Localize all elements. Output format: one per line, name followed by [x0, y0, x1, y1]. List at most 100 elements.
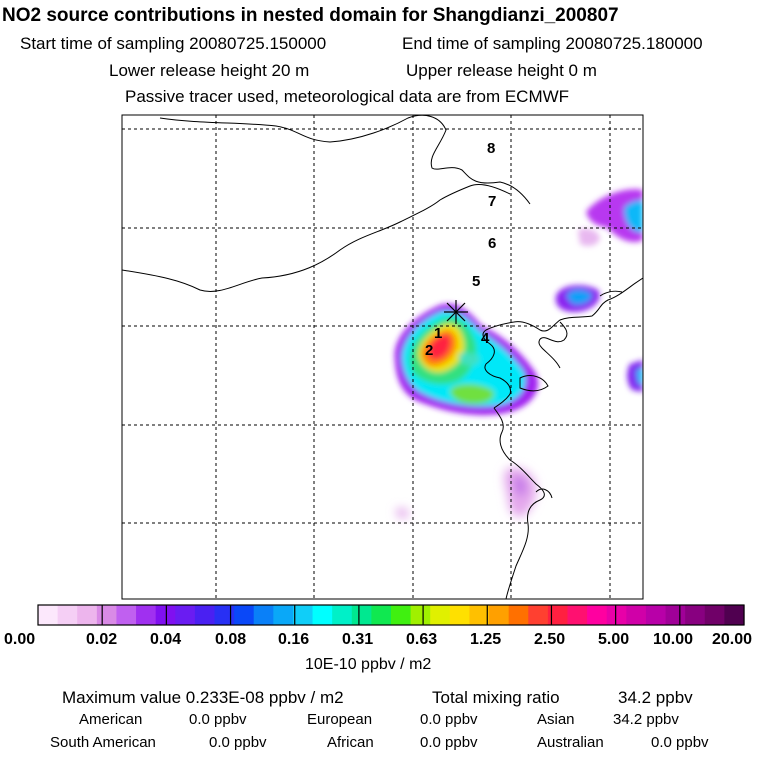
- colorbar-cell: [469, 605, 490, 625]
- colorbar-tick-label: 0.02: [86, 631, 118, 648]
- colorbar-tick-label: 2.50: [534, 631, 566, 648]
- map-frame: [121, 114, 644, 600]
- lower-release-height-label: Lower release height 20 m: [109, 61, 310, 80]
- colorbar-cell: [312, 605, 333, 625]
- patch-ne-2: [578, 228, 600, 246]
- colorbar-cell: [116, 605, 137, 625]
- colorbar-tick-label: 0.16: [278, 631, 310, 648]
- track-point-label: 6: [488, 235, 496, 252]
- colorbar-tick-label: 0.63: [406, 631, 438, 648]
- plume-red: [428, 334, 451, 360]
- colorbar-cell: [253, 605, 274, 625]
- total-mixing-ratio-label: Total mixing ratio: [432, 688, 560, 707]
- colorbar-cell: [606, 605, 627, 625]
- colorbar-cell: [704, 605, 725, 625]
- colorbar-unit: 10E-10 ppbv / m2: [305, 656, 432, 673]
- region-value: 0.0 ppbv: [189, 711, 247, 728]
- region-name: Asian: [537, 711, 575, 728]
- track-point-label: 4: [481, 330, 490, 347]
- tracer-note: Passive tracer used, meteorological data…: [125, 87, 570, 106]
- page-title: NO2 source contributions in nested domai…: [2, 5, 619, 26]
- region-name: Australian: [537, 734, 604, 751]
- colorbar-tick-label: 0.08: [215, 631, 247, 648]
- colorbar-cell: [724, 605, 745, 625]
- colorbar-tick-label: 20.00: [712, 631, 753, 648]
- region-value: 0.0 ppbv: [209, 734, 267, 751]
- coastline-south: [493, 407, 545, 599]
- colorbar-cell: [136, 605, 157, 625]
- station-marker-icon: [444, 300, 468, 324]
- track-point-label: 1: [434, 325, 442, 342]
- colorbar-cell: [234, 605, 255, 625]
- colorbar-cell: [567, 605, 588, 625]
- colorbar-tick-label: 5.00: [598, 631, 630, 648]
- patch-sw-1: [396, 508, 409, 518]
- colorbar-cell: [508, 605, 529, 625]
- patch-s-1-core: [514, 475, 526, 496]
- colorbar-cell: [528, 605, 549, 625]
- colorbar-cell: [626, 605, 647, 625]
- plume-teal-lobe: [458, 352, 480, 366]
- track-point-label: 5: [472, 273, 480, 290]
- grid-lines: [122, 115, 643, 599]
- colorbar-cell: [57, 605, 78, 625]
- colorbar-tick-label: 0.31: [342, 631, 374, 648]
- colorbar-ticks: [101, 605, 681, 625]
- region-value: 0.0 ppbv: [420, 711, 478, 728]
- maximum-value-label: Maximum value 0.233E-08 ppbv / m2: [62, 688, 344, 707]
- patch-ne-1-core: [624, 200, 643, 233]
- upper-release-height-label: Upper release height 0 m: [406, 61, 597, 80]
- colorbar-cell: [587, 605, 608, 625]
- track-point-label: 7: [488, 193, 496, 210]
- colorbar-cell: [38, 605, 59, 625]
- colorbar: [37, 604, 745, 626]
- track-points: 1 2 4 5 6 7 8: [425, 140, 496, 359]
- colorbar-cell: [96, 605, 118, 625]
- region-name: European: [307, 711, 373, 728]
- colorbar-cell: [273, 605, 294, 625]
- colorbar-cell: [391, 605, 412, 625]
- region-value: 0.0 ppbv: [651, 734, 709, 751]
- region-name: South American: [50, 734, 156, 751]
- colorbar-cell: [77, 605, 98, 625]
- region-name: American: [79, 711, 143, 728]
- colorbar-cell: [175, 605, 196, 625]
- map-background: [122, 115, 643, 599]
- colorbar-tick-label: 0.00: [4, 631, 36, 648]
- track-point-label: 2: [425, 342, 433, 359]
- colorbar-cell: [292, 605, 314, 625]
- colorbar-frame: [37, 604, 745, 626]
- coastline-bohai: [482, 277, 643, 409]
- colorbar-cells: [38, 605, 745, 625]
- region-value: 0.0 ppbv: [420, 734, 478, 751]
- concentration-field: [394, 189, 643, 518]
- coastline-bay: [519, 375, 549, 392]
- end-time-label: End time of sampling 20080725.180000: [402, 34, 703, 53]
- colorbar-cell: [489, 605, 510, 625]
- colorbar-cell: [351, 605, 372, 625]
- track-point-label: 8: [487, 140, 495, 157]
- start-time-label: Start time of sampling 20080725.150000: [20, 34, 327, 53]
- colorbar-cell: [214, 605, 235, 625]
- colorbar-cell: [547, 605, 569, 625]
- coastline-islet: [535, 488, 553, 499]
- colorbar-cell: [410, 605, 431, 625]
- total-mixing-ratio-value: 34.2 ppbv: [618, 688, 693, 707]
- colorbar-cell: [430, 605, 451, 625]
- colorbar-cell: [645, 605, 667, 625]
- map-panel: 1 2 4 5 6 7 8: [121, 114, 644, 600]
- coastline-liaodong: [538, 321, 568, 369]
- colorbar-cell: [449, 605, 471, 625]
- plume-green-lobe: [450, 384, 494, 404]
- colorbar-cell: [371, 605, 392, 625]
- border-line-north: [159, 115, 531, 205]
- coastlines: [122, 115, 643, 599]
- colorbar-cell: [685, 605, 706, 625]
- colorbar-tick-label: 0.04: [150, 631, 182, 648]
- colorbar-tick-label: 1.25: [470, 631, 502, 648]
- colorbar-cell: [665, 605, 686, 625]
- colorbar-cell: [194, 605, 216, 625]
- patch-e-2-core: [636, 368, 643, 384]
- patch-e-1-core: [566, 289, 592, 305]
- region-value: 34.2 ppbv: [613, 711, 679, 728]
